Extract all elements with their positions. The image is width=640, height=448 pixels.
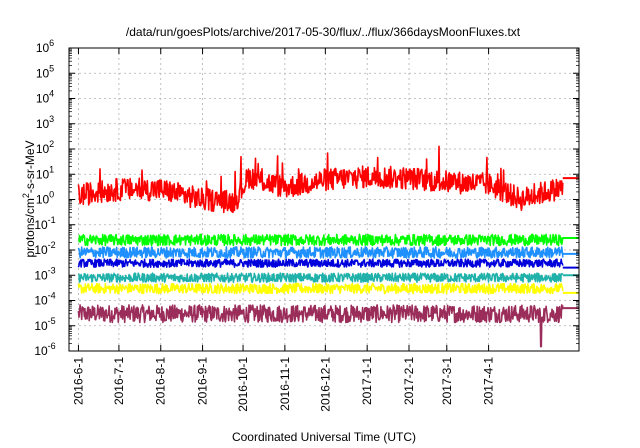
x-tick-label: 2016-8-1	[154, 357, 168, 405]
series-line	[78, 233, 564, 247]
y-tick-label: 105	[36, 63, 54, 80]
y-axis: 10-6 10-5 10-4 10-3 10-2 10-1 100 101 102 103 104 1…	[34, 38, 579, 358]
x-tick-label: 2016-7-1	[112, 357, 126, 405]
y-tick-label: 103	[36, 114, 54, 131]
y-tick-label: 10-6	[34, 341, 55, 358]
y-tick-label: 101	[36, 164, 54, 181]
y-tick-label: 10-1	[34, 215, 55, 232]
y-tick-label: 106	[36, 38, 54, 55]
y-tick-label: 10-2	[34, 240, 55, 257]
y-axis-label-main: protons/cm	[23, 198, 37, 257]
chart-title: /data/run/goesPlots/archive/2017-05-30/f…	[126, 25, 521, 39]
x-tick-label: 2016-12-1	[318, 357, 332, 412]
series-line	[77, 304, 564, 348]
y-tick-label: 104	[36, 89, 54, 106]
y-tick-label: 10-3	[34, 265, 55, 282]
y-axis-label: protons/cm2-s-sr-MeV	[21, 140, 37, 257]
y-tick-label: 102	[36, 139, 54, 156]
series-line	[77, 282, 564, 295]
y-tick-label: 10-5	[34, 316, 55, 333]
x-tick-label: 2017-3-1	[440, 357, 454, 405]
series-line	[77, 145, 564, 214]
y-tick-label: 100	[36, 190, 54, 207]
x-tick-label: 2016-6-1	[71, 357, 85, 405]
x-tick-label: 2017-4-1	[482, 357, 496, 405]
y-axis-label-exponent: 2	[21, 193, 31, 198]
series-lines	[77, 145, 579, 348]
series-line	[77, 258, 564, 269]
x-tick-label: 2016-10-1	[236, 357, 250, 412]
x-tick-label: 2017-1-1	[360, 357, 374, 405]
x-axis: 2016-6-1 2016-7-1 2016-8-1 2016-9-1 2016-10-…	[71, 48, 496, 412]
series-line	[77, 272, 564, 284]
series-line	[77, 246, 564, 259]
x-tick-label: 2016-9-1	[196, 357, 210, 405]
y-tick-label: 10-4	[34, 291, 55, 308]
x-tick-label: 2017-2-1	[402, 357, 416, 405]
x-axis-label: Coordinated Universal Time (UTC)	[232, 430, 416, 444]
x-tick-label: 2016-11-1	[278, 357, 292, 411]
y-axis-label-tail: -s-sr-MeV	[23, 140, 37, 193]
